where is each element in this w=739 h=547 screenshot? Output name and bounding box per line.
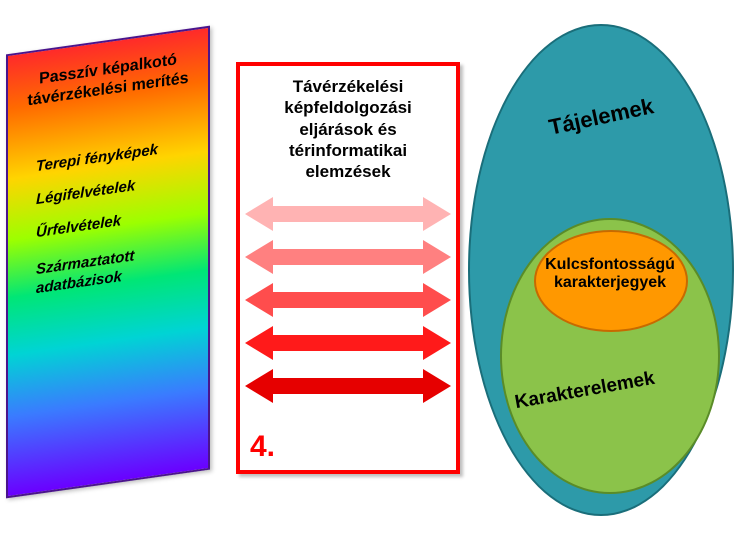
inner-label-l2: karakterjegyek <box>554 274 666 291</box>
center-title: Távérzékelési képfeldolgozási eljárások … <box>240 66 456 188</box>
double-arrow-icon <box>245 367 451 405</box>
double-arrow-icon <box>245 238 451 276</box>
inner-label-l1: Kulcsfontosságú <box>545 256 675 273</box>
step-number: 4. <box>250 430 275 464</box>
double-arrow-icon <box>245 281 451 319</box>
ellipse-inner-label: Kulcsfontosságú karakterjegyek <box>535 256 685 293</box>
list-item: Származtatott adatbázisok <box>36 237 208 299</box>
left-panel-list: Terepi fényképek Légifelvételek Űrfelvét… <box>8 86 208 303</box>
left-panel-body: Passzív képalkotó távérzékelési merítés … <box>6 26 210 499</box>
double-arrow-icon <box>245 324 451 362</box>
left-panel: Passzív képalkotó távérzékelési merítés … <box>6 40 216 510</box>
double-arrow-icon <box>245 195 451 233</box>
center-box: Távérzékelési képfeldolgozási eljárások … <box>236 62 460 474</box>
arrow-stack <box>240 188 456 405</box>
